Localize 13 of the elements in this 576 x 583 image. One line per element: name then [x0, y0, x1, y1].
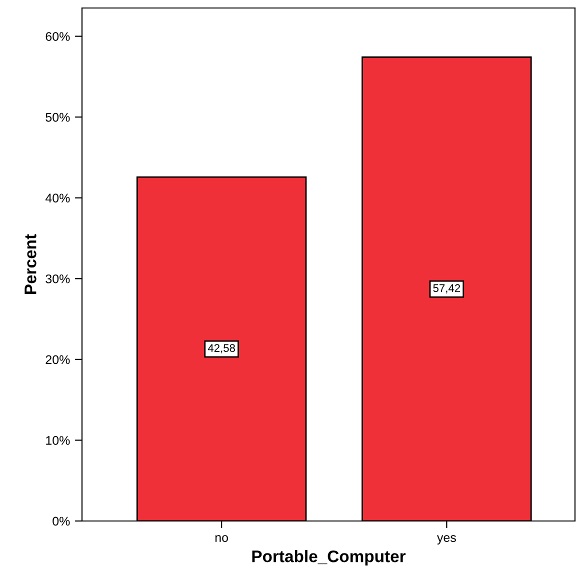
y-tick-label: 50% [46, 112, 70, 122]
data-label: 57,42 [433, 284, 460, 294]
x-tick-label: no [215, 535, 228, 542]
y-tick-label: 60% [46, 32, 70, 41]
x-tick-label: yes [436, 535, 456, 544]
y-tick-label: 10% [46, 436, 70, 445]
y-axis-title: Percent [24, 234, 36, 294]
y-tick-label: 0% [52, 516, 70, 526]
data-label: 42,58 [208, 344, 235, 354]
y-tick-label: 30% [46, 274, 70, 284]
y-tick-label: 20% [46, 355, 70, 364]
y-tick-label: 40% [45, 194, 70, 203]
x-axis-title: Portable_Computer [252, 550, 406, 566]
